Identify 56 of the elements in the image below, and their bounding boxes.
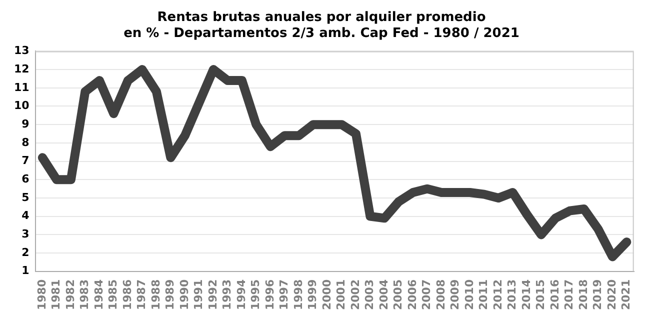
x-tick-label: 2021 <box>620 279 633 310</box>
x-tick-label: 1998 <box>292 279 305 310</box>
y-tick-label: 5 <box>22 190 30 204</box>
x-tick-label: 1983 <box>78 279 92 310</box>
y-tick-label: 4 <box>22 209 30 222</box>
x-tick-label: 2015 <box>534 279 548 310</box>
x-tick-label: 1989 <box>164 279 177 310</box>
x-tick-label: 2019 <box>591 279 604 310</box>
x-tick-label: 2018 <box>576 279 590 310</box>
x-tick-label: 1980 <box>35 279 48 310</box>
x-tick-label: 1993 <box>220 279 234 310</box>
y-tick-label: 11 <box>14 80 30 94</box>
x-tick-label: 2009 <box>448 279 462 310</box>
y-tick-label: 12 <box>14 62 30 76</box>
x-tick-label: 2004 <box>377 279 390 310</box>
x-tick-label: 2005 <box>392 279 405 310</box>
x-tick-label: 1982 <box>64 279 77 310</box>
x-tick-label: 2008 <box>434 279 448 310</box>
y-tick-label: 10 <box>14 99 30 112</box>
x-tick-label: 1988 <box>149 279 162 310</box>
x-tick-label: 2006 <box>406 279 419 310</box>
x-tick-label: 2013 <box>506 279 519 310</box>
x-tick-label: 1996 <box>263 279 276 310</box>
x-tick-label: 1994 <box>234 279 248 310</box>
y-tick-label: 3 <box>22 228 30 241</box>
x-tick-label: 1997 <box>278 279 291 310</box>
y-tick-label: 6 <box>22 172 30 186</box>
x-tick-label: 2014 <box>520 279 533 310</box>
x-tick-label: 2016 <box>548 279 562 310</box>
x-tick-label: 1987 <box>135 279 148 310</box>
x-tick-label: 2001 <box>334 279 348 310</box>
x-tick-label: 1985 <box>106 279 120 310</box>
x-tick-label: 2007 <box>420 279 434 310</box>
x-tick-label: 2017 <box>562 279 576 310</box>
x-tick-label: 2010 <box>462 279 476 310</box>
y-tick-label: 2 <box>22 246 30 259</box>
y-tick-label: 7 <box>22 154 30 168</box>
y-tick-label: 9 <box>22 117 30 130</box>
x-tick-label: 1992 <box>206 279 220 310</box>
chart-title: Rentas brutas anuales por alquiler promedio en % - Departamentos 2/3 amb. Cap Fed - 1980 / 2021 <box>124 10 520 41</box>
x-tick-label: 2002 <box>348 279 362 310</box>
x-tick-label: 1991 <box>192 279 206 310</box>
x-tick-label: 1990 <box>178 279 191 310</box>
x-tick-label: 1981 <box>50 279 63 310</box>
x-tick-label: 2000 <box>320 279 334 310</box>
y-tick-label: 8 <box>22 136 30 149</box>
y-tick-label: 1 <box>22 264 30 278</box>
x-tick-label: 1984 <box>92 279 106 310</box>
x-tick-label: 1999 <box>306 279 320 310</box>
y-tick-label: 13 <box>14 44 30 58</box>
x-tick-label: 2012 <box>491 279 504 310</box>
x-tick-label: 2011 <box>477 279 490 310</box>
x-tick-label: 1995 <box>249 279 262 310</box>
x-tick-label: 2003 <box>363 279 376 310</box>
x-tick-label: 1986 <box>120 279 134 310</box>
x-tick-label: 2020 <box>605 279 618 310</box>
